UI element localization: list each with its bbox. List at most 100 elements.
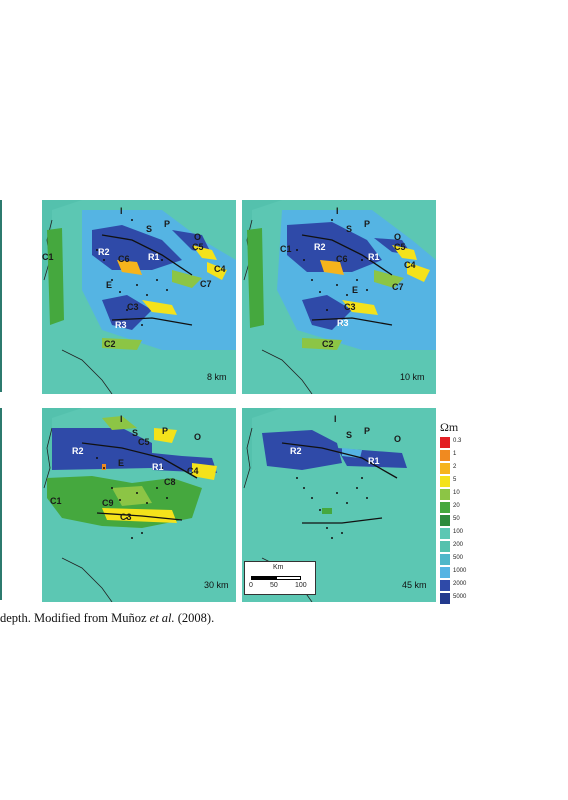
label-C4: C4 xyxy=(187,466,199,476)
legend-entry: 10 xyxy=(440,488,480,500)
caption-text-after: (2008). xyxy=(174,611,215,625)
label-C1: C1 xyxy=(50,496,62,506)
map-panel-10km: I S P O C1 R2 C6 R1 C5 C4 C7 E C3 R3 C2 … xyxy=(242,200,436,394)
legend-value: 20 xyxy=(453,503,460,509)
label-R2: R2 xyxy=(98,247,110,257)
label-C6: C6 xyxy=(336,254,348,264)
legend-entry: 50 xyxy=(440,514,480,526)
label-R1: R1 xyxy=(368,456,380,466)
label-O: O xyxy=(194,432,201,442)
label-C3: C3 xyxy=(120,512,132,522)
depth-label: 45 km xyxy=(402,580,427,590)
legend-value: 0.3 xyxy=(453,438,462,444)
label-R1: R1 xyxy=(368,252,380,262)
legend-swatch xyxy=(440,476,450,487)
legend-entry: 1 xyxy=(440,449,480,461)
cropped-panel-edge-top xyxy=(0,200,2,392)
cropped-panel-edge-bottom xyxy=(0,408,2,600)
legend-swatch xyxy=(440,580,450,591)
depth-label: 10 km xyxy=(400,372,425,382)
depth-label: 8 km xyxy=(207,372,227,382)
label-E: E xyxy=(106,280,112,290)
label-E: E xyxy=(118,458,124,468)
map-panel-30km: I S C5 P O R2 E R1 C4 C8 C1 C9 C3 30 km xyxy=(42,408,236,602)
label-I: I xyxy=(120,206,123,216)
scale-unit: Km xyxy=(273,564,284,571)
legend-entry: 20 xyxy=(440,501,480,513)
legend-entry: 200 xyxy=(440,540,480,552)
label-C9: C9 xyxy=(102,498,114,508)
legend-entry: 0.3 xyxy=(440,436,480,448)
legend-value: 5 xyxy=(453,477,457,483)
map-panel-8km: I S P O C1 R2 C6 R1 C5 C4 C7 E C3 R3 C2 … xyxy=(42,200,236,394)
label-I: I xyxy=(336,206,339,216)
label-C7: C7 xyxy=(392,282,404,292)
legend-value: 50 xyxy=(453,516,460,522)
label-C5: C5 xyxy=(394,242,406,252)
label-O: O xyxy=(394,232,401,242)
scale-tick-50: 50 xyxy=(270,582,278,589)
label-C3: C3 xyxy=(344,302,356,312)
label-C6: C6 xyxy=(118,254,130,264)
legend-value: 2 xyxy=(453,464,457,470)
label-R2: R2 xyxy=(290,446,302,456)
label-I: I xyxy=(120,414,123,424)
label-C4: C4 xyxy=(214,264,226,274)
legend-entry: 2 xyxy=(440,462,480,474)
label-S: S xyxy=(132,428,138,438)
scale-bar-black-segment xyxy=(251,576,276,580)
label-E: E xyxy=(352,285,358,295)
legend-swatch xyxy=(440,437,450,448)
label-S: S xyxy=(346,430,352,440)
label-C3: C3 xyxy=(127,302,139,312)
legend-swatch xyxy=(440,502,450,513)
legend-value: 100 xyxy=(453,529,464,535)
label-S: S xyxy=(346,224,352,234)
label-P: P xyxy=(162,426,168,436)
legend-swatch xyxy=(440,463,450,474)
legend-entry: 5000 xyxy=(440,592,480,604)
label-R3: R3 xyxy=(337,318,349,328)
label-P: P xyxy=(164,219,170,229)
label-C2: C2 xyxy=(322,339,334,349)
legend-swatch xyxy=(440,567,450,578)
legend-unit: Ωm xyxy=(440,420,459,434)
label-C8: C8 xyxy=(164,477,176,487)
legend-entry: 100 xyxy=(440,527,480,539)
label-R1: R1 xyxy=(152,462,164,472)
label-C4: C4 xyxy=(404,260,416,270)
depth-label: 30 km xyxy=(204,580,229,590)
legend-entry: 500 xyxy=(440,553,480,565)
legend-entry: 5 xyxy=(440,475,480,487)
label-S: S xyxy=(146,224,152,234)
label-O: O xyxy=(394,434,401,444)
label-C5: C5 xyxy=(138,437,150,447)
legend-value: 200 xyxy=(453,542,464,548)
legend-value: 1 xyxy=(453,451,457,457)
legend-swatch xyxy=(440,554,450,565)
legend-value: 500 xyxy=(453,555,464,561)
label-C2: C2 xyxy=(104,339,116,349)
label-R1: R1 xyxy=(148,252,160,262)
legend-swatch xyxy=(440,515,450,526)
legend-value: 5000 xyxy=(453,594,467,600)
resistivity-legend: Ωm 0.3 1 2 5 10 20 50 100 200 500 1000 2000 5000 xyxy=(440,420,480,605)
label-P: P xyxy=(364,219,370,229)
label-I: I xyxy=(334,414,337,424)
caption-text-before: depth. Modified from Muñoz xyxy=(0,611,150,625)
legend-swatch xyxy=(440,450,450,461)
legend-value: 2000 xyxy=(453,581,467,587)
map-panel-45km: I S P O R2 R1 45 km xyxy=(242,408,436,602)
legend-swatch xyxy=(440,528,450,539)
label-C1: C1 xyxy=(42,252,54,262)
label-R2: R2 xyxy=(72,446,84,456)
scale-bar-white-segment xyxy=(276,576,301,580)
label-R3: R3 xyxy=(115,320,127,330)
legend-swatch xyxy=(440,593,450,604)
legend-swatch xyxy=(440,489,450,500)
label-C1: C1 xyxy=(280,244,292,254)
scale-tick-100: 100 xyxy=(295,582,307,589)
label-C7: C7 xyxy=(200,279,212,289)
legend-value: 10 xyxy=(453,490,460,496)
legend-entry: 1000 xyxy=(440,566,480,578)
